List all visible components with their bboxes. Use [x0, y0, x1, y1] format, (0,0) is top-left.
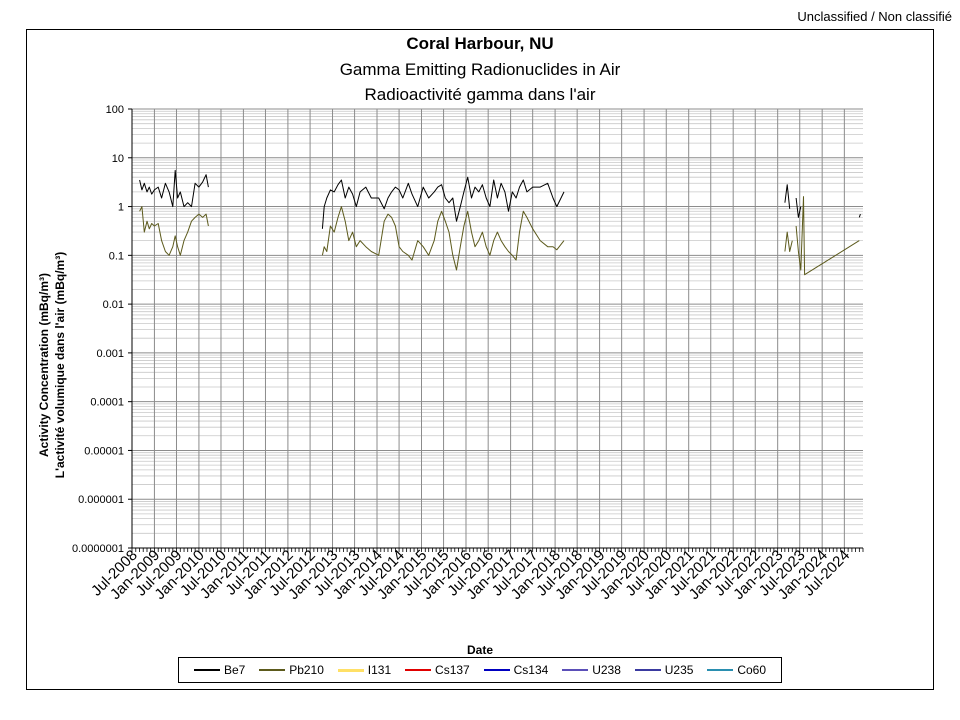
- legend-item-be7: Be7: [193, 663, 246, 677]
- y-tick-label: 0.000001: [78, 494, 124, 506]
- y-tick-label: 0.0001: [90, 397, 124, 409]
- legend-item-co60: Co60: [707, 663, 766, 677]
- y-tick-label: 10: [112, 153, 124, 165]
- y-tick-label: 0.01: [103, 299, 124, 311]
- legend-item-cs134: Cs134: [483, 663, 549, 677]
- plot-area: [132, 109, 863, 548]
- series-line-be7: [784, 184, 791, 209]
- legend-swatch: [562, 669, 589, 671]
- series-line-pb210: [795, 196, 860, 276]
- legend-swatch: [405, 669, 432, 671]
- legend-label: Co60: [737, 663, 767, 677]
- y-tick-label: 1: [118, 202, 124, 214]
- y-tick-label: 0.001: [96, 348, 124, 360]
- legend-label: Cs137: [435, 663, 470, 677]
- chart-frame: [26, 29, 934, 690]
- legend: Be7 Pb210 I131 Cs137 Cs134 U238 U235 Co60: [178, 657, 782, 683]
- legend-label: U235: [664, 663, 694, 677]
- legend-swatch: [707, 669, 734, 671]
- legend-label: Cs134: [513, 663, 549, 677]
- legend-item-u235: U235: [634, 663, 694, 677]
- legend-swatch: [634, 669, 661, 671]
- series-line-be7: [858, 213, 861, 218]
- legend-swatch: [337, 668, 364, 672]
- legend-label: I131: [367, 663, 392, 677]
- legend-item-u238: U238: [562, 663, 621, 677]
- series-line-be7: [139, 169, 209, 208]
- chart-title: Coral Harbour, NU: [406, 34, 554, 53]
- legend-swatch: [483, 669, 510, 671]
- series-line-pb210: [139, 206, 209, 256]
- series-line-be7: [795, 197, 802, 218]
- series-line-pb210: [784, 231, 793, 252]
- chart-subtitle-en: Gamma Emitting Radionuclides in Air: [339, 60, 621, 79]
- legend-swatch: [193, 669, 220, 671]
- legend-label: U238: [592, 663, 621, 677]
- legend-item-cs137: Cs137: [405, 663, 470, 677]
- legend-label: Be7: [223, 663, 246, 677]
- classification-label: Unclassified / Non classifié: [797, 9, 952, 24]
- y-tick-label: 100: [106, 104, 124, 116]
- legend-swatch: [259, 669, 286, 671]
- x-axis-label: Date: [466, 643, 493, 657]
- legend-item-i131: I131: [337, 663, 392, 677]
- series-line-pb210: [321, 206, 565, 271]
- chart-subtitle-fr: Radioactivité gamma dans l'air: [364, 85, 596, 104]
- legend-item-pb210: Pb210: [259, 663, 324, 677]
- legend-label: Pb210: [289, 663, 324, 677]
- y-tick-label: 0.0000001: [72, 543, 124, 555]
- y-tick-label: 0.1: [109, 250, 124, 262]
- series-line-be7: [321, 176, 565, 229]
- y-tick-label: 0.00001: [84, 445, 124, 457]
